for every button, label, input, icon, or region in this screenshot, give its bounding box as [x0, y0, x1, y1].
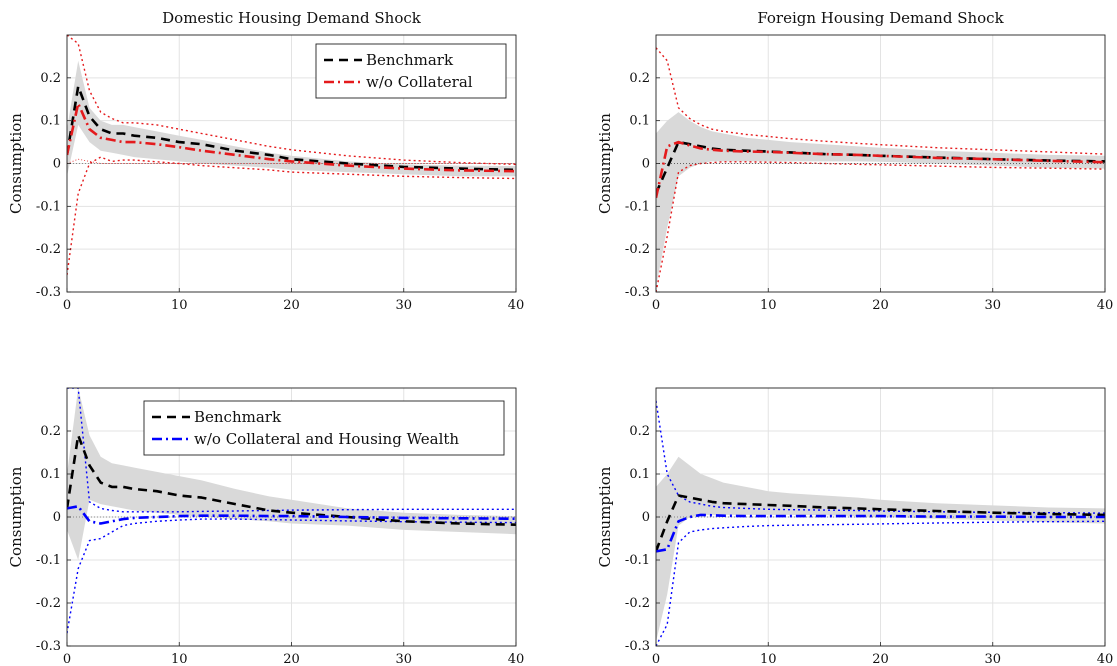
chart-panel-2: 0 10 20 30 40 -0.3 -0.2 -0.1 0 0.1 0.2 Foreign Hous…	[596, 9, 1113, 313]
x-tick-label: 40	[1097, 298, 1114, 313]
chart-title: Domestic Housing Demand Shock	[162, 9, 422, 27]
y-tick-label: 0.2	[629, 71, 650, 86]
x-tick-label: 0	[652, 298, 660, 313]
y-tick-label: -0.1	[625, 553, 650, 568]
y-tick-label: -0.3	[625, 285, 650, 300]
plot-area	[67, 35, 516, 275]
series-line-3	[656, 400, 1105, 514]
y-tick-label: -0.2	[625, 242, 650, 257]
legend-box	[315, 43, 507, 99]
series-line-2	[67, 102, 516, 173]
y-tick-label: 0.1	[629, 467, 650, 482]
x-tick-label: 40	[1097, 652, 1114, 666]
y-tick-label: -0.1	[36, 199, 61, 214]
y-tick-label: 0.1	[40, 114, 61, 129]
chart-panel-4: 0 10 20 30 40 -0.3 -0.2 -0.1 0 0.1 0.2 Consumption	[596, 387, 1114, 666]
legend-box	[143, 400, 505, 456]
x-tick-label: 10	[760, 652, 777, 666]
y-axis-label: Consumption	[7, 113, 25, 214]
y-tick-label: 0.2	[40, 424, 61, 439]
series-line-4	[67, 156, 516, 275]
chart-panel-3: 0 10 20 30 40 -0.3 -0.2 -0.1 0 0.1 0.2 Consumption B…	[7, 387, 525, 666]
x-tick-label: 0	[63, 298, 71, 313]
x-tick-label: 30	[984, 652, 1001, 666]
series-line-4	[656, 520, 1105, 646]
y-tick-label: -0.1	[36, 553, 61, 568]
y-tick-label: 0	[53, 157, 61, 172]
x-tick-label: 10	[171, 298, 188, 313]
x-tick-label: 10	[171, 652, 188, 666]
legend-label: Benchmark	[194, 408, 282, 426]
confidence-band	[656, 112, 1105, 288]
y-tick-label: -0.2	[36, 242, 61, 257]
series-line-2	[656, 513, 1105, 553]
x-tick-label: 40	[508, 652, 525, 666]
plot-area	[67, 388, 516, 634]
y-tick-label: -0.2	[36, 596, 61, 611]
y-tick-label: -0.3	[625, 639, 650, 654]
y-axis-label: Consumption	[7, 466, 25, 567]
series-line-2	[656, 140, 1105, 199]
x-tick-label: 20	[283, 298, 300, 313]
y-tick-label: 0.2	[40, 71, 61, 86]
y-tick-label: -0.1	[625, 199, 650, 214]
x-tick-label: 30	[984, 298, 1001, 313]
legend-label: w/o Collateral and Housing Wealth	[194, 430, 459, 448]
y-tick-label: 0	[642, 510, 650, 525]
y-tick-label: 0.1	[40, 467, 61, 482]
y-tick-label: 0	[53, 510, 61, 525]
x-tick-label: 20	[872, 652, 889, 666]
plot-area	[656, 400, 1105, 646]
x-tick-label: 10	[760, 298, 777, 313]
x-tick-label: 0	[652, 652, 660, 666]
legend-label: w/o Collateral	[366, 73, 473, 91]
confidence-band	[656, 456, 1105, 642]
y-axis-label: Consumption	[596, 466, 614, 567]
chart-title: Foreign Housing Demand Shock	[757, 9, 1004, 27]
y-tick-label: 0	[642, 157, 650, 172]
series-line-2	[67, 505, 516, 525]
series-line-1	[656, 494, 1105, 552]
chart-panel-1: 0 10 20 30 40 -0.3 -0.2 -0.1 0 0.1 0.2 Domestic Hou…	[7, 9, 524, 313]
y-tick-label: 0.2	[629, 424, 650, 439]
series-line-4	[656, 161, 1105, 292]
x-tick-label: 20	[872, 298, 889, 313]
x-tick-label: 20	[283, 652, 300, 666]
x-tick-label: 40	[508, 298, 525, 313]
legend-label: Benchmark	[366, 51, 454, 69]
series-line-4	[67, 518, 516, 634]
y-tick-label: 0.1	[629, 114, 650, 129]
x-tick-label: 30	[395, 652, 412, 666]
y-tick-label: -0.3	[36, 285, 61, 300]
x-tick-label: 0	[63, 652, 71, 666]
y-axis-label: Consumption	[596, 113, 614, 214]
x-tick-label: 30	[395, 298, 412, 313]
y-tick-label: -0.2	[625, 596, 650, 611]
plot-area	[656, 47, 1105, 292]
series-line-3	[656, 47, 1105, 155]
y-tick-label: -0.3	[36, 639, 61, 654]
series-line-1	[67, 85, 516, 172]
legend: Benchmark w/o Collateral	[315, 43, 507, 99]
series-line-5	[67, 158, 516, 164]
legend: Benchmark w/o Collateral and Housing Weal…	[143, 400, 505, 456]
